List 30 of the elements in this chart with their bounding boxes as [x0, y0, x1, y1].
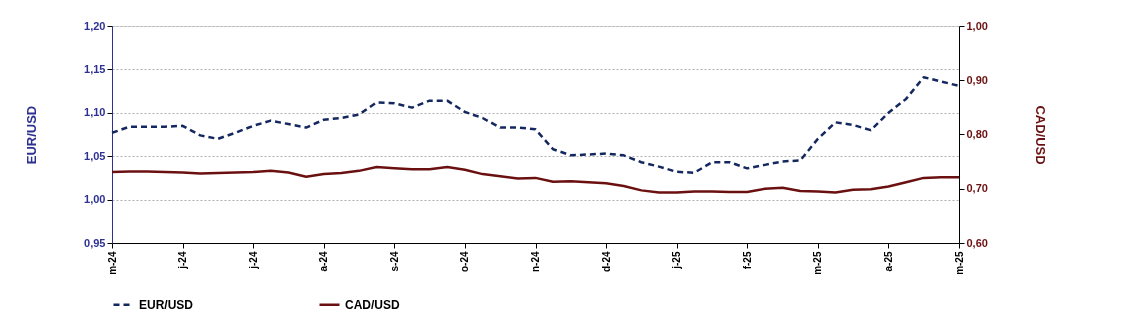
x-tick-label: j-25	[671, 251, 683, 270]
x-tick-label: n-24	[530, 251, 541, 273]
y-tick-label: 1,10	[84, 106, 106, 119]
y2-tick-label: 0,80	[966, 128, 988, 140]
x-tick-label: j-24	[247, 251, 259, 270]
x-tick-label: m-25	[812, 251, 824, 275]
legend-label: EUR/USD	[139, 297, 194, 312]
y-tick-label: 1,20	[84, 19, 106, 32]
y-tick-label: 1,00	[84, 193, 106, 206]
y2-tick-label: 0,70	[966, 182, 988, 195]
x-tick-label: m-24	[106, 251, 118, 275]
y2-axis-title: CAD/USD	[1032, 105, 1048, 165]
line-series	[110, 75, 961, 174]
x-tick-label: j-24	[177, 251, 189, 270]
x-tick-label: o-24	[459, 251, 471, 273]
y2-tick-label: 0,90	[966, 73, 988, 86]
x-tick-label: d-24	[600, 251, 612, 273]
y-tick-label: 1,05	[84, 149, 106, 162]
y-axis-title: EUR/USD	[24, 105, 40, 165]
legend-label: CAD/USD	[345, 297, 400, 312]
y2-tick-label: 0,60	[966, 236, 988, 249]
y2-tick-label: 1,00	[966, 19, 988, 32]
x-tick-label: s-24	[388, 251, 400, 272]
x-tick-label: a-25	[882, 251, 894, 272]
x-tick-label: m-25	[953, 251, 965, 275]
y-tick-label: 1,15	[84, 62, 106, 75]
line-series	[110, 165, 961, 194]
y-tick-label: 0,95	[84, 236, 106, 249]
x-tick-label: f-25	[741, 251, 753, 270]
x-tick-label: a-24	[318, 251, 330, 272]
